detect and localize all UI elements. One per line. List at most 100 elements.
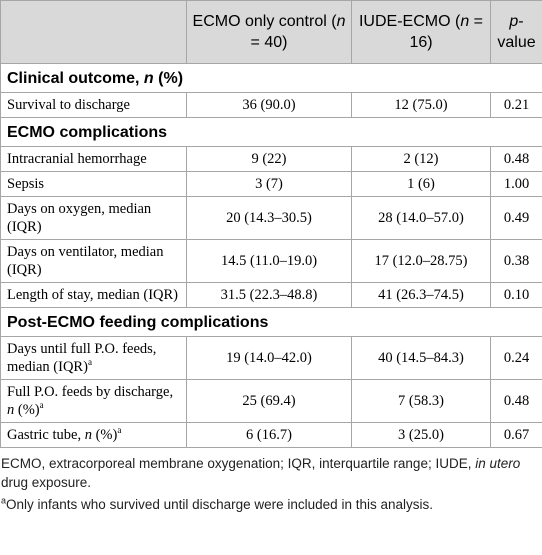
section-cell: Clinical outcome, n (%) (0, 63, 542, 93)
text-run: 3 (7) (255, 176, 283, 192)
text-run: 1.00 (503, 176, 530, 192)
value-cell: 41 (26.3–74.5) (351, 282, 491, 308)
value-cell: 0.38 (490, 239, 542, 283)
value-cell: 9 (22) (186, 146, 352, 172)
text-run: n (460, 13, 470, 30)
text-run: p (509, 13, 519, 30)
text-run: 28 (14.0–57.0) (378, 210, 464, 226)
text-run: Sepsis (7, 176, 45, 192)
row-label: Full P.O. feeds by discharge, n (%)a (0, 379, 187, 423)
text-run: 31.5 (22.3–48.8) (220, 287, 318, 303)
header-cell: ECMO only control (n = 40) (186, 0, 352, 64)
text-run: 0.48 (503, 393, 530, 409)
value-cell: 17 (12.0–28.75) (351, 239, 491, 283)
data-row: Survival to discharge 36 (90.0) 12 (75.0) 0… (0, 92, 542, 118)
value-cell: 7 (58.3) (351, 379, 491, 423)
text-run: -value (497, 13, 536, 51)
value-cell: 40 (14.5–84.3) (351, 336, 491, 380)
text-run: 40 (14.5–84.3) (378, 350, 464, 366)
text-run: 25 (69.4) (242, 393, 296, 409)
data-row: Days on ventilator, median (IQR) 14.5 (11… (0, 239, 542, 283)
text-run: 7 (58.3) (398, 393, 444, 409)
text-run: Gastric tube, (7, 427, 85, 443)
data-row: Length of stay, median (IQR) 31.5 (22.3–4… (0, 282, 542, 308)
row-label: Gastric tube, n (%)a (0, 422, 187, 448)
row-label: Survival to discharge (0, 92, 187, 118)
value-cell: 0.48 (490, 146, 542, 172)
text-run: Days on oxygen, median (IQR) (7, 201, 152, 235)
text-run: 0.48 (503, 151, 530, 167)
value-cell: 2 (12) (351, 146, 491, 172)
text-run: 0.21 (503, 97, 530, 113)
data-row: Days on oxygen, median (IQR) 20 (14.3–30.… (0, 196, 542, 240)
text-run: (%) (14, 402, 40, 418)
text-run: n (143, 70, 154, 87)
row-label: Intracranial hemorrhage (0, 146, 187, 172)
text-run: Post-ECMO feeding complications (7, 314, 269, 331)
text-run: = 40) (250, 34, 288, 51)
text-run: 0.24 (503, 350, 530, 366)
value-cell: 1 (6) (351, 171, 491, 197)
text-run: 41 (26.3–74.5) (378, 287, 464, 303)
text-run: 19 (14.0–42.0) (226, 350, 312, 366)
text-run: 14.5 (11.0–19.0) (220, 253, 318, 269)
section-cell: ECMO complications (0, 117, 542, 147)
text-run: a (39, 400, 44, 411)
text-run: Full P.O. feeds by discharge, (7, 384, 174, 400)
row-label: Length of stay, median (IQR) (0, 282, 187, 308)
value-cell: 19 (14.0–42.0) (186, 336, 352, 380)
value-cell: 0.67 (490, 422, 542, 448)
header-row: ECMO only control (n = 40) IUDE-ECMO (n =… (0, 0, 542, 64)
text-run: 20 (14.3–30.5) (226, 210, 312, 226)
value-cell: 3 (7) (186, 171, 352, 197)
text-run: ECMO complications (7, 124, 168, 141)
text-run: a (117, 425, 122, 436)
data-row: Sepsis 3 (7) 1 (6) 1.00 (0, 171, 542, 197)
text-run: (%) (153, 70, 184, 87)
text-run: 9 (22) (251, 151, 287, 167)
footnote: aOnly infants who survived until dischar… (1, 495, 541, 514)
value-cell: 14.5 (11.0–19.0) (186, 239, 352, 283)
row-label: Days on oxygen, median (IQR) (0, 196, 187, 240)
footnote: ECMO, extracorporeal membrane oxygenatio… (1, 454, 541, 492)
value-cell: 1.00 (490, 171, 542, 197)
value-cell: 12 (75.0) (351, 92, 491, 118)
text-run: (%) (91, 427, 118, 443)
row-label: Sepsis (0, 171, 187, 197)
text-run: 17 (12.0–28.75) (374, 253, 468, 269)
value-cell: 0.10 (490, 282, 542, 308)
value-cell: 6 (16.7) (186, 422, 352, 448)
text-run: 0.38 (503, 253, 530, 269)
text-run: ECMO only control ( (192, 13, 337, 30)
text-run: 0.10 (503, 287, 530, 303)
text-run: Survival to discharge (7, 97, 130, 113)
value-cell: 0.21 (490, 92, 542, 118)
value-cell: 25 (69.4) (186, 379, 352, 423)
value-cell: 31.5 (22.3–48.8) (186, 282, 352, 308)
text-run: 2 (12) (403, 151, 439, 167)
header-cell: p-value (490, 0, 542, 64)
value-cell: 0.49 (490, 196, 542, 240)
header-cell (0, 0, 187, 64)
text-run: a (1, 495, 7, 506)
text-run: Clinical outcome, (7, 70, 144, 87)
text-run: 36 (90.0) (242, 97, 296, 113)
data-row: Days until full P.O. feeds, median (IQR)… (0, 336, 542, 380)
footnotes: ECMO, extracorporeal membrane oxygenatio… (0, 454, 542, 514)
value-cell: 0.48 (490, 379, 542, 423)
text-run: IUDE-ECMO ( (358, 13, 461, 30)
text-run: n (7, 402, 15, 418)
text-run: Days until full P.O. feeds, median (IQR) (7, 341, 157, 375)
section-row: ECMO complications (0, 117, 542, 147)
value-cell: 36 (90.0) (186, 92, 352, 118)
text-run: n (336, 13, 346, 30)
text-run: = 16) (409, 13, 484, 51)
row-label: Days until full P.O. feeds, median (IQR)… (0, 336, 187, 380)
text-run: ECMO, extracorporeal membrane oxygenatio… (1, 456, 476, 471)
text-run: drug exposure. (1, 475, 92, 490)
text-run: Only infants who survived until discharg… (6, 497, 433, 512)
row-label: Days on ventilator, median (IQR) (0, 239, 187, 283)
value-cell: 3 (25.0) (351, 422, 491, 448)
text-run: 3 (25.0) (398, 427, 444, 443)
